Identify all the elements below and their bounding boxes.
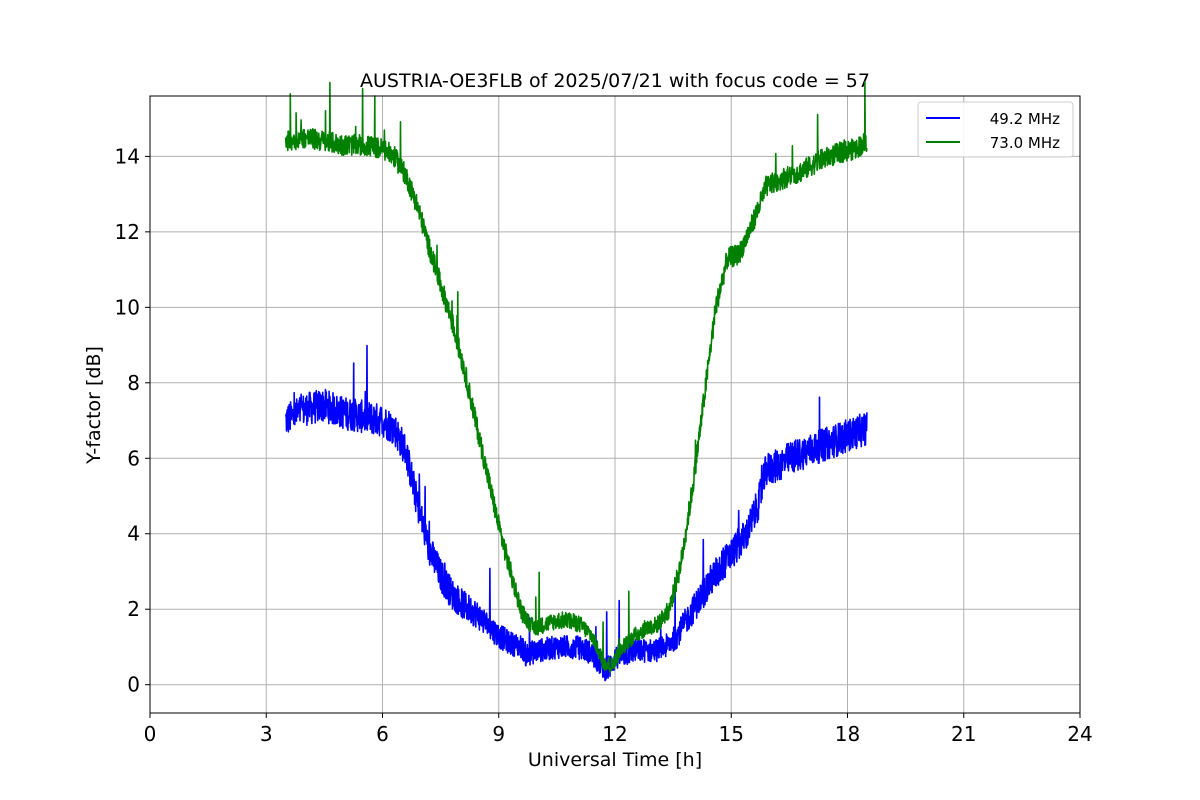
y-tick-label: 4 <box>127 522 140 546</box>
x-tick-label: 3 <box>260 722 273 746</box>
x-tick-label: 9 <box>492 722 505 746</box>
y-tick-label: 12 <box>115 220 140 244</box>
y-axis-label: Y-factor [dB] <box>83 346 105 465</box>
legend-label: 73.0 MHz <box>990 134 1060 152</box>
y-axis: 0 2 4 6 8 10 12 14 <box>115 144 150 697</box>
y-tick-label: 0 <box>127 673 140 697</box>
series-line-2 <box>284 81 868 673</box>
x-tick-label: 24 <box>1067 722 1092 746</box>
x-tick-label: 21 <box>951 722 976 746</box>
x-axis: 0 3 6 9 12 15 18 21 24 <box>144 713 1093 746</box>
x-tick-label: 15 <box>719 722 744 746</box>
y-tick-label: 6 <box>127 446 140 470</box>
x-axis-label: Universal Time [h] <box>528 749 702 771</box>
x-tick-label: 12 <box>602 722 627 746</box>
x-tick-label: 6 <box>376 722 389 746</box>
chart-title: AUSTRIA-OE3FLB of 2025/07/21 with focus … <box>360 70 870 92</box>
legend: 49.2 MHz 73.0 MHz <box>917 101 1074 158</box>
legend-box <box>917 101 1074 158</box>
y-tick-label: 10 <box>115 295 140 319</box>
x-tick-label: 0 <box>144 722 157 746</box>
y-tick-label: 8 <box>127 371 140 395</box>
y-tick-label: 2 <box>127 597 140 621</box>
series-layer <box>284 81 868 682</box>
series-line-1 <box>284 344 868 682</box>
x-tick-label: 18 <box>835 722 860 746</box>
y-tick-label: 14 <box>115 144 140 168</box>
legend-label: 49.2 MHz <box>990 110 1060 128</box>
